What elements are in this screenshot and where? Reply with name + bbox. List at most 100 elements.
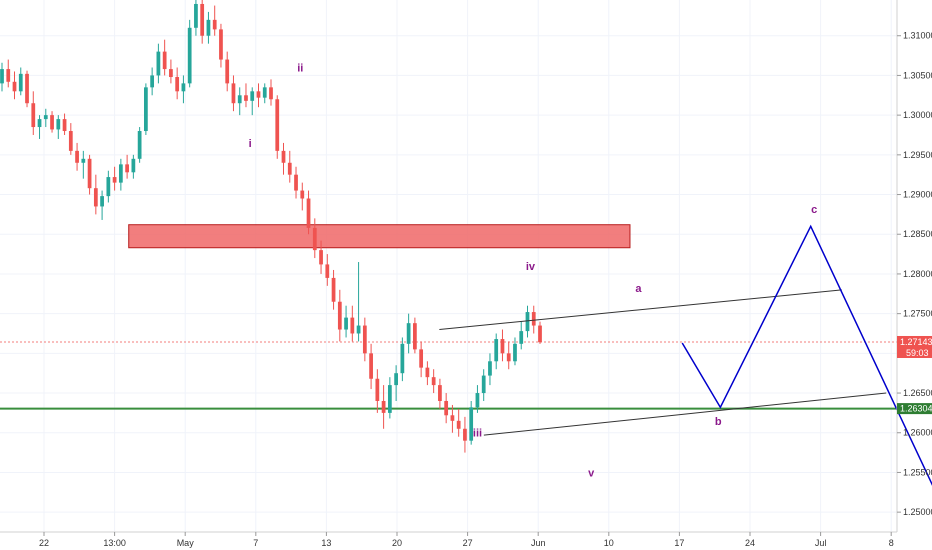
candle — [356, 262, 361, 342]
candle — [256, 83, 261, 108]
x-tick-label: 7 — [253, 538, 258, 548]
candle — [450, 404, 455, 433]
wave-projection-path[interactable] — [681, 224, 932, 499]
candle — [481, 369, 486, 401]
candle-body — [262, 87, 267, 98]
candle — [369, 343, 373, 390]
candle-body — [118, 164, 123, 183]
candle-body — [25, 73, 29, 104]
candlestick-series — [0, 0, 542, 453]
channel-upper-trendline[interactable] — [439, 289, 842, 331]
candle-body — [425, 367, 430, 378]
x-tick-label: 8 — [889, 538, 894, 548]
candle-body — [87, 158, 92, 189]
candle — [387, 377, 392, 419]
candle-body — [225, 59, 230, 84]
candle-body — [306, 198, 311, 228]
candle-body — [18, 73, 23, 92]
candle-body — [131, 158, 136, 173]
x-tick-label: 13:00 — [103, 538, 126, 548]
candle-body — [194, 3, 198, 28]
candle-body — [369, 353, 373, 379]
candle-body — [456, 420, 461, 429]
wave-label-iii: iii — [473, 428, 482, 440]
channel-lower-trendline[interactable] — [483, 392, 887, 436]
candle — [156, 43, 161, 84]
candle-body — [531, 312, 536, 326]
wave-label-iv: iv — [526, 261, 536, 273]
candle-body — [112, 177, 117, 183]
candle-body — [337, 301, 342, 330]
candle — [18, 67, 23, 96]
candle-body — [275, 99, 280, 151]
y-tick-label: 1.29500 — [903, 150, 932, 160]
candle-body — [394, 373, 398, 386]
candle-body — [175, 77, 180, 92]
candle — [187, 19, 192, 88]
candle — [350, 305, 355, 342]
candle-body — [93, 188, 98, 207]
candle — [50, 111, 54, 133]
candle-body — [75, 150, 79, 163]
candle — [68, 123, 73, 155]
candle-body — [356, 325, 361, 334]
y-tick-label: 1.29000 — [903, 190, 932, 200]
candle — [425, 361, 430, 386]
candle-body — [494, 339, 499, 362]
candle — [331, 269, 336, 310]
wave-label-c: c — [811, 204, 817, 216]
y-tick-label: 1.26000 — [903, 428, 932, 438]
candle-body — [244, 95, 248, 101]
candle — [93, 174, 98, 215]
candle-body — [250, 91, 255, 101]
candle — [212, 5, 217, 36]
candle — [75, 142, 79, 171]
candle — [294, 166, 298, 199]
candle-body — [513, 343, 517, 362]
candle-body — [444, 400, 449, 416]
candle-body — [506, 353, 511, 362]
candle-body — [187, 27, 192, 84]
candle — [269, 79, 273, 106]
candle — [469, 400, 474, 445]
candle — [150, 67, 155, 96]
candle — [488, 353, 492, 386]
candle — [400, 337, 405, 382]
candle-body — [50, 115, 54, 130]
candle — [494, 333, 499, 370]
candle-body — [12, 81, 17, 92]
candle — [444, 393, 449, 424]
wave-label-ii: ii — [297, 62, 303, 74]
candle-body — [400, 343, 405, 374]
current-price-tag: 1.27143 59:03 — [897, 335, 932, 358]
candle — [306, 190, 311, 235]
candle-body — [144, 87, 148, 132]
y-tick-label: 1.27500 — [903, 309, 932, 319]
candle — [200, 0, 205, 44]
candle — [219, 23, 223, 68]
candle — [375, 369, 380, 413]
y-axis-ticks: 1.250001.255001.260001.265001.270001.275… — [897, 31, 932, 517]
candle-body — [350, 317, 355, 334]
candle-body — [206, 19, 211, 36]
candle-body — [406, 323, 411, 344]
resistance-zone[interactable] — [128, 224, 631, 249]
candle-body — [6, 69, 11, 82]
candle — [344, 305, 348, 338]
candle — [31, 91, 36, 135]
y-tick-label: 1.31000 — [903, 31, 932, 41]
candle — [106, 170, 111, 203]
candle-body — [237, 95, 242, 104]
candle — [43, 108, 48, 128]
candle — [463, 416, 467, 453]
candle-body — [169, 69, 173, 78]
y-tick-label: 1.28500 — [903, 229, 932, 239]
candle — [500, 329, 505, 362]
candle-body — [0, 69, 4, 84]
candle — [531, 305, 536, 334]
candle-body — [43, 115, 48, 120]
candle — [413, 317, 417, 354]
candle — [56, 115, 61, 139]
x-tick-label: 24 — [745, 538, 755, 548]
candle-body — [31, 103, 36, 128]
